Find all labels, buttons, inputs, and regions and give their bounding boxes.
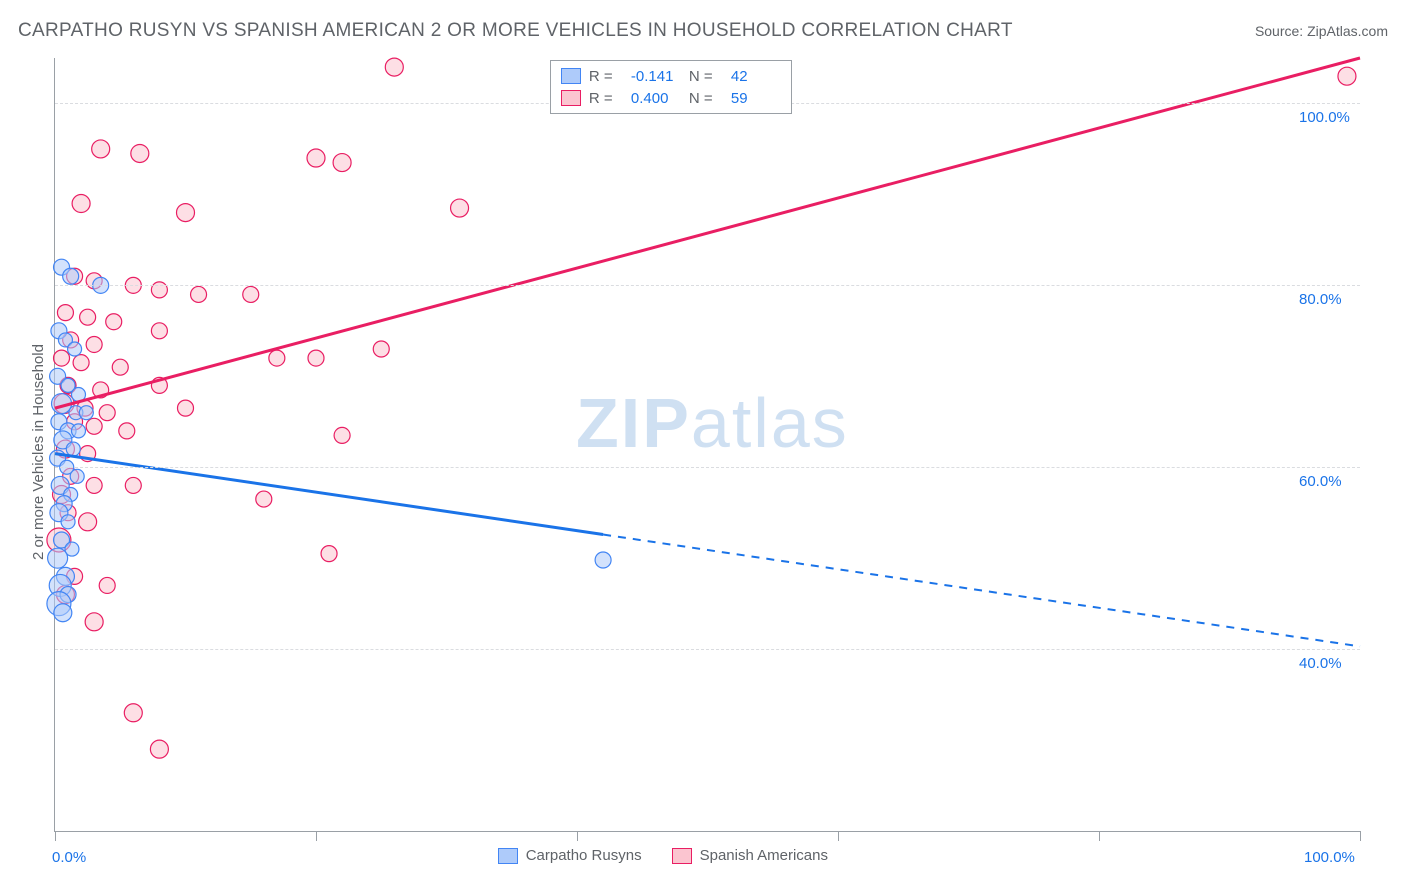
point-spanish-american [86,336,102,352]
point-carpatho-rusyn [79,406,93,420]
x-min-label: 0.0% [52,849,86,866]
legend-swatch [561,90,581,106]
point-spanish-american [373,341,389,357]
point-spanish-american [119,423,135,439]
series-legend: Carpatho Rusyns Spanish Americans [498,847,828,864]
point-spanish-american [256,491,272,507]
source-attribution: Source: ZipAtlas.com [1255,23,1388,39]
y-tick-label: 80.0% [1299,291,1342,308]
point-spanish-american [79,513,97,531]
point-spanish-american [321,546,337,562]
legend-swatch [498,848,518,864]
gridline [55,649,1360,650]
x-max-label: 100.0% [1304,849,1355,866]
point-spanish-american [99,577,115,593]
x-tick [316,831,317,841]
y-tick-label: 60.0% [1299,473,1342,490]
legend-row: R = 0.400 N = 59 [561,87,781,109]
point-carpatho-rusyn [70,469,84,483]
point-spanish-american [269,350,285,366]
point-spanish-american [307,149,325,167]
legend-label: Spanish Americans [700,847,828,864]
point-spanish-american [85,613,103,631]
n-value: 42 [731,68,781,85]
point-carpatho-rusyn [71,424,85,438]
x-tick [577,831,578,841]
correlation-legend: R = -0.141 N = 42 R = 0.400 N = 59 [550,60,792,114]
point-spanish-american [86,418,102,434]
point-spanish-american [308,350,324,366]
y-axis-title: 2 or more Vehicles in Household [30,344,47,560]
n-value: 59 [731,90,781,107]
point-spanish-american [73,355,89,371]
point-carpatho-rusyn [48,548,68,568]
scatter-plot-svg [55,58,1360,831]
point-carpatho-rusyn [66,442,80,456]
r-label: R = [589,90,623,107]
legend-swatch [561,68,581,84]
y-tick-label: 40.0% [1299,655,1342,672]
point-spanish-american [124,704,142,722]
n-label: N = [689,68,723,85]
point-spanish-american [106,314,122,330]
chart-title: CARPATHO RUSYN VS SPANISH AMERICAN 2 OR … [18,20,1013,42]
x-tick [1360,831,1361,841]
r-value: -0.141 [631,68,681,85]
r-label: R = [589,68,623,85]
point-spanish-american [243,286,259,302]
point-spanish-american [385,58,403,76]
point-carpatho-rusyn [63,268,79,284]
trendline-a-solid [55,454,603,535]
point-spanish-american [125,477,141,493]
x-tick [838,831,839,841]
legend-row: R = -0.141 N = 42 [561,65,781,87]
point-spanish-american [177,204,195,222]
trendline-a-dashed [603,535,1360,647]
point-carpatho-rusyn [61,515,75,529]
point-carpatho-rusyn [68,342,82,356]
point-spanish-american [112,359,128,375]
point-spanish-american [333,154,351,172]
r-value: 0.400 [631,90,681,107]
n-label: N = [689,90,723,107]
legend-item: Spanish Americans [672,847,828,864]
legend-label: Carpatho Rusyns [526,847,642,864]
point-spanish-american [151,323,167,339]
point-carpatho-rusyn [54,604,72,622]
point-spanish-american [86,477,102,493]
point-spanish-american [178,400,194,416]
point-spanish-american [99,405,115,421]
gridline [55,285,1360,286]
legend-item: Carpatho Rusyns [498,847,642,864]
point-spanish-american [151,282,167,298]
y-tick-label: 100.0% [1299,109,1350,126]
point-spanish-american [150,740,168,758]
point-spanish-american [191,286,207,302]
point-spanish-american [92,140,110,158]
point-spanish-american [72,195,90,213]
gridline [55,467,1360,468]
point-spanish-american [131,144,149,162]
point-carpatho-rusyn [595,552,611,568]
point-spanish-american [334,427,350,443]
point-spanish-american [1338,67,1356,85]
point-spanish-american [451,199,469,217]
point-spanish-american [80,309,96,325]
x-tick [1099,831,1100,841]
point-spanish-american [54,350,70,366]
x-tick [55,831,56,841]
point-spanish-american [57,305,73,321]
plot-frame [54,58,1360,832]
legend-swatch [672,848,692,864]
